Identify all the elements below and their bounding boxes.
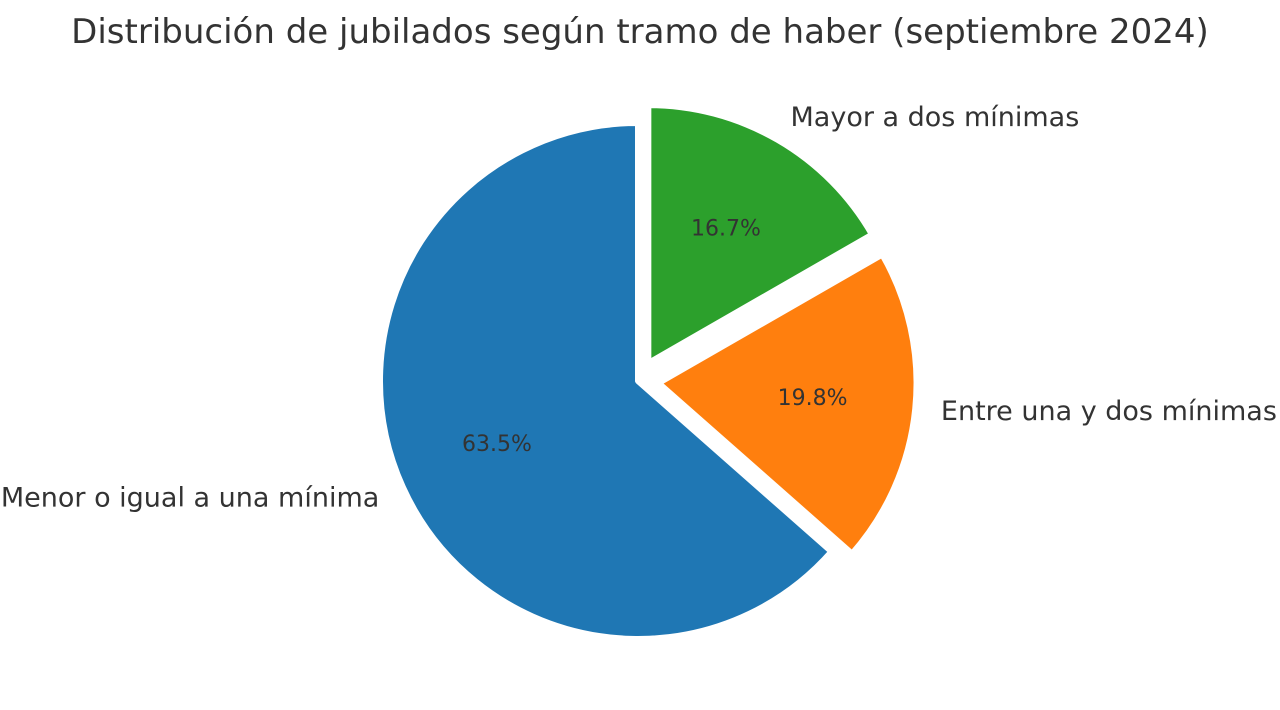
pie-slice-1-label: Entre una y dos mínimas xyxy=(941,396,1277,427)
pie-slice-0-label: Menor o igual a una mínima xyxy=(1,482,379,513)
pie-slice-0 xyxy=(377,120,835,642)
pie-slice-2 xyxy=(645,102,876,367)
pie-slice-2-pct-label: 16.7% xyxy=(691,217,761,242)
pie-slice-1 xyxy=(655,251,920,557)
pie-slice-2-label: Mayor a dos mínimas xyxy=(791,102,1080,133)
pie-slice-1-pct-label: 19.8% xyxy=(778,386,848,411)
pie-slice-0-pct-label: 63.5% xyxy=(462,432,532,457)
chart-title: Distribución de jubilados según tramo de… xyxy=(71,12,1209,52)
